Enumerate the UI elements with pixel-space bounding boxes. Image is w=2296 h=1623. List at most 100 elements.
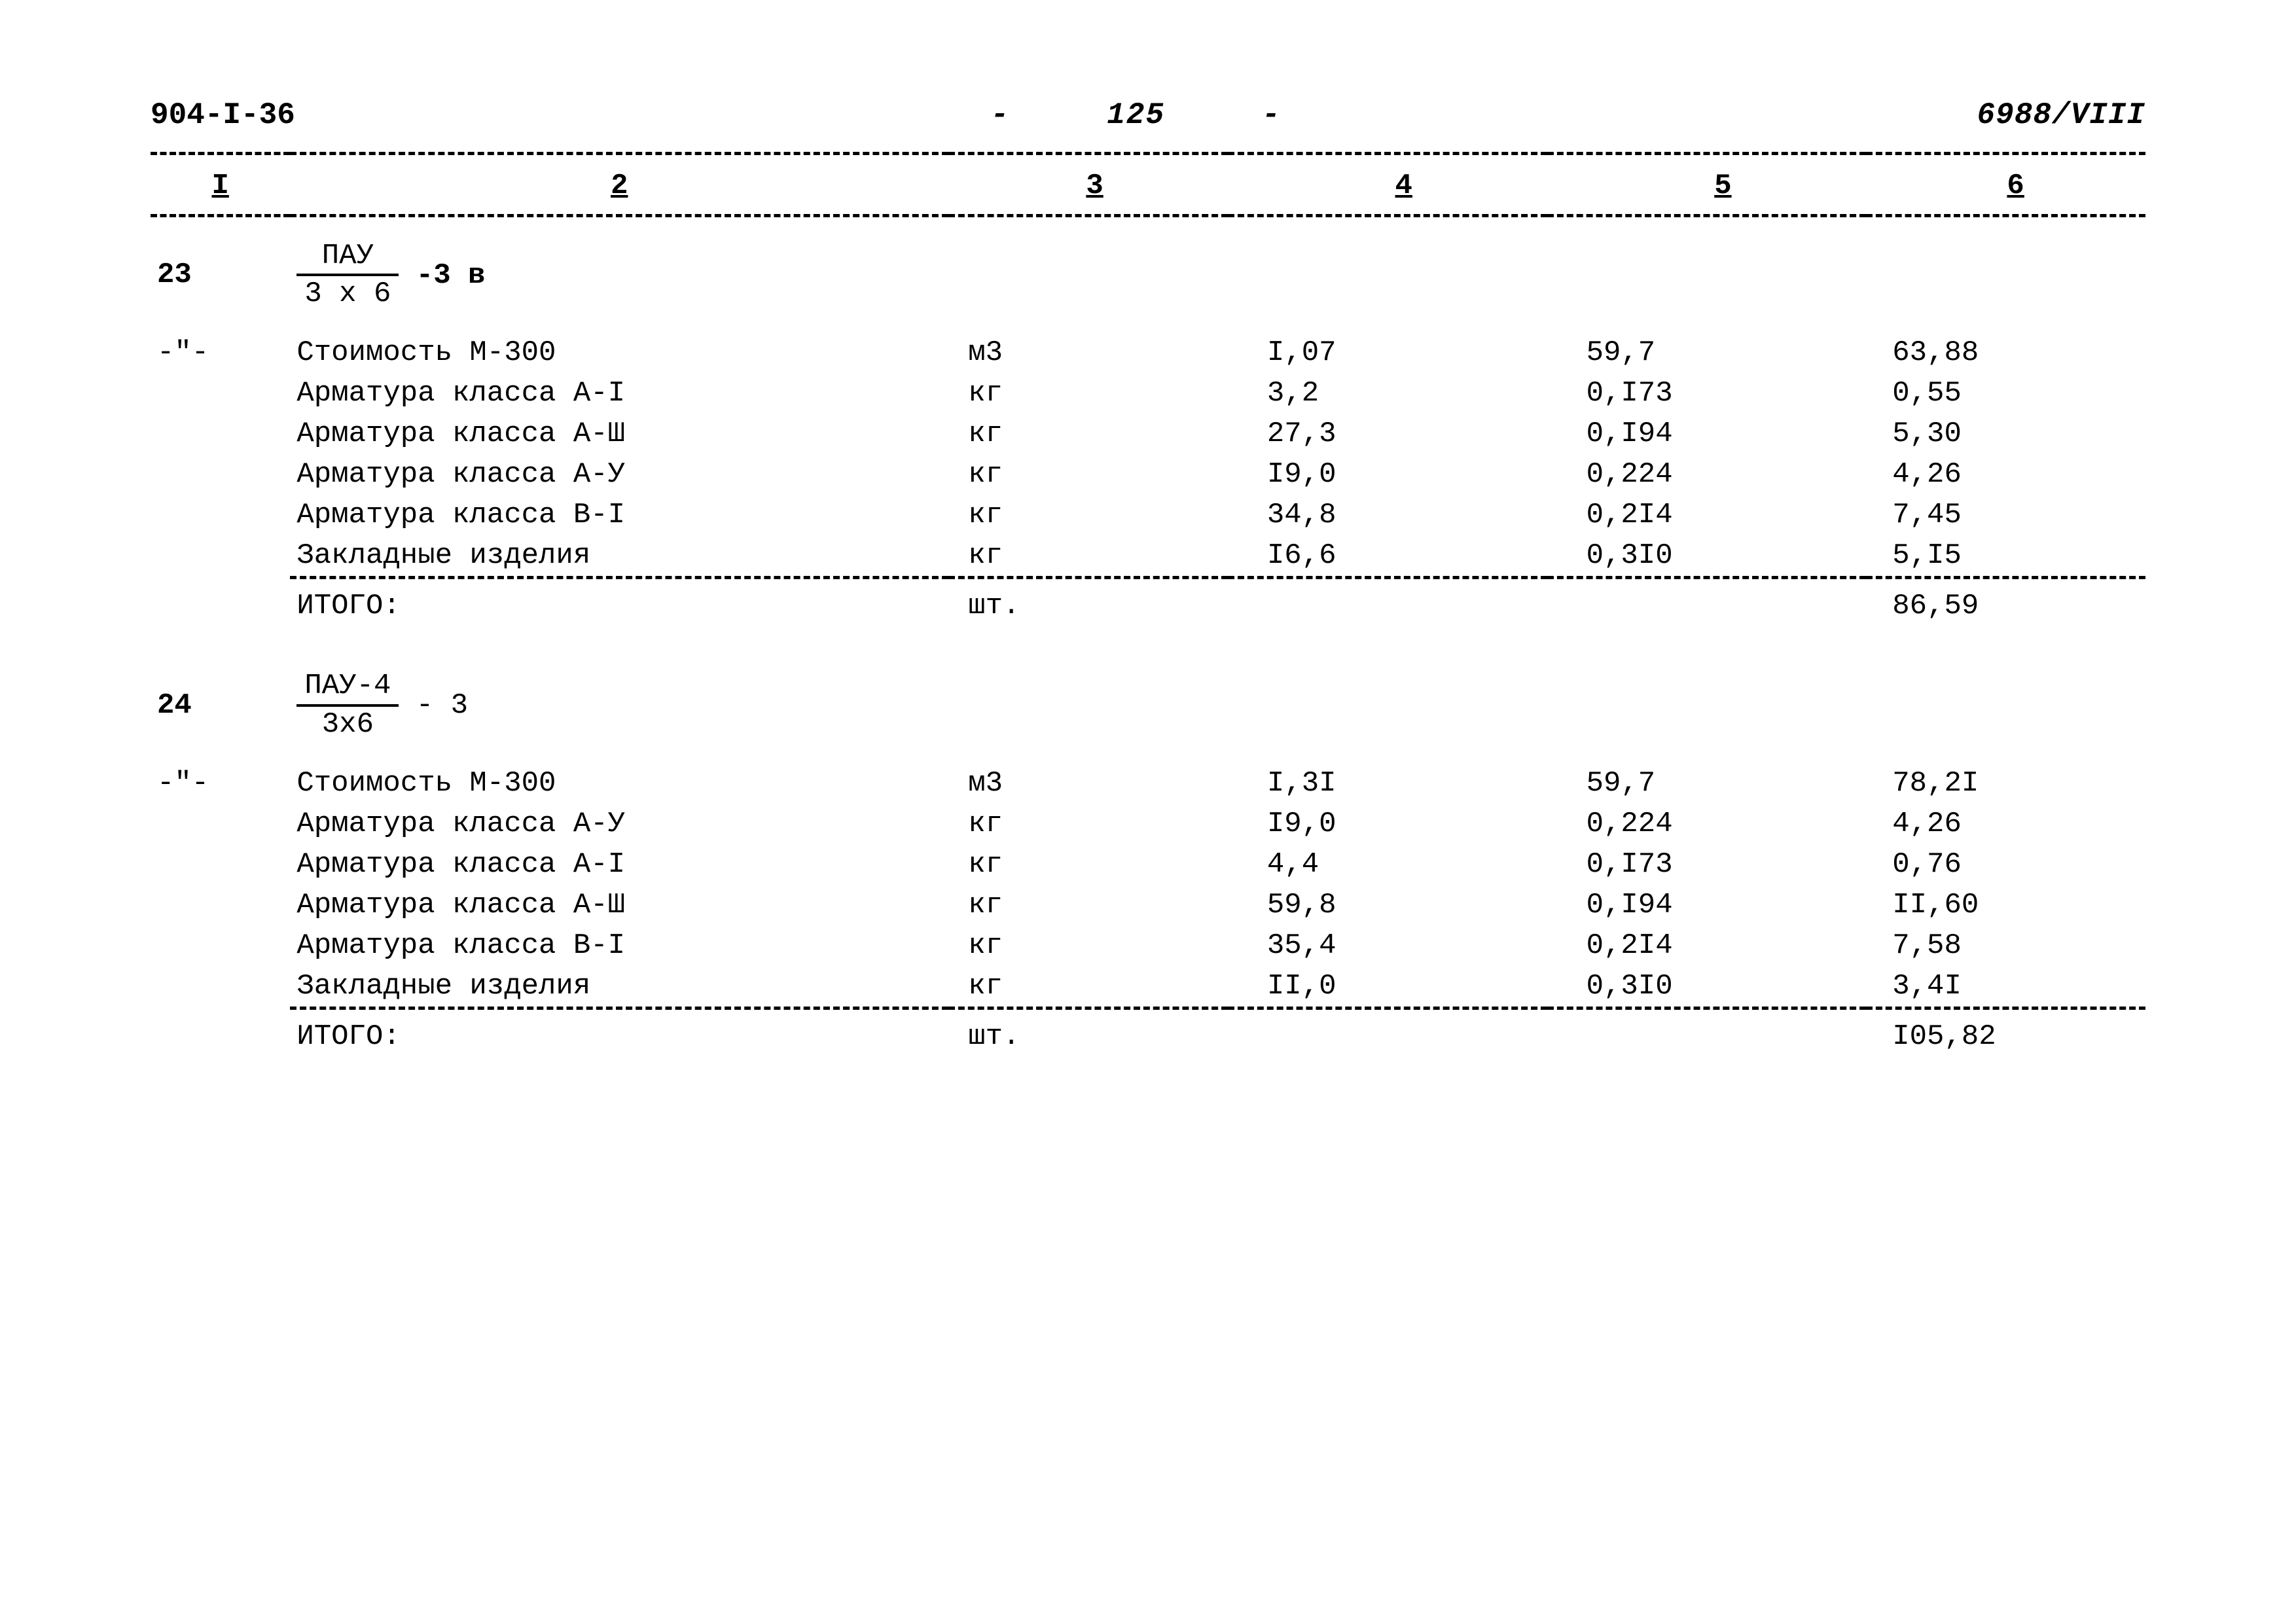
item-unit: кг	[948, 966, 1228, 1008]
fraction: ПАУ-4 3х6	[296, 671, 399, 739]
item-qty: 4,4	[1228, 844, 1547, 885]
item-unit: кг	[948, 373, 1228, 414]
table-row: Арматура класса А-У кг I9,0 0,224 4,26	[151, 804, 2145, 844]
total-value: I05,82	[1866, 1016, 2145, 1057]
block-0-total-row: ИТОГО: шт. 86,59	[151, 586, 2145, 626]
item-price: 0,I94	[1547, 414, 1867, 454]
doc-code-left: 904-I-36	[151, 98, 295, 132]
item-name: Арматура класса В-I	[290, 495, 948, 535]
table-row: Арматура класса А-У кг I9,0 0,224 4,26	[151, 454, 2145, 495]
table-row: Арматура класса А-Ш кг 27,3 0,I94 5,30	[151, 414, 2145, 454]
item-sum: 7,45	[1866, 495, 2145, 535]
item-unit: кг	[948, 925, 1228, 966]
table-row: Арматура класса В-I кг 34,8 0,2I4 7,45	[151, 495, 2145, 535]
col-4-header: 4	[1228, 158, 1547, 216]
center-number: 125	[1107, 98, 1165, 132]
item-price: 0,3I0	[1547, 535, 1867, 578]
item-unit: кг	[948, 804, 1228, 844]
center-prefix: -	[991, 98, 1011, 132]
item-name: Арматура класса А-У	[290, 804, 948, 844]
item-unit: кг	[948, 495, 1228, 535]
col-3-header: 3	[948, 158, 1228, 216]
col-6-header: 6	[1866, 158, 2145, 216]
item-price: 59,7	[1547, 763, 1867, 804]
item-unit: м3	[948, 332, 1228, 373]
table-row: -"- Стоимость М-300 м3 I,3I 59,7 78,2I	[151, 763, 2145, 804]
item-qty: I9,0	[1228, 454, 1547, 495]
item-sum: 0,55	[1866, 373, 2145, 414]
item-name: Арматура класса А-I	[290, 844, 948, 885]
total-label: ИТОГО:	[290, 586, 948, 626]
fraction-bot: 3 х 6	[296, 276, 399, 309]
fraction-tail: -3 в	[416, 259, 486, 292]
item-name: Арматура класса А-У	[290, 454, 948, 495]
item-sum: 7,58	[1866, 925, 2145, 966]
item-name: Закладные изделия	[290, 535, 948, 578]
item-qty: 59,8	[1228, 885, 1547, 925]
item-sum: 3,4I	[1866, 966, 2145, 1008]
table-row: Закладные изделия кг I6,6 0,3I0 5,I5	[151, 535, 2145, 578]
fraction-top: ПАУ	[296, 241, 399, 276]
item-sum: 5,I5	[1866, 535, 2145, 578]
block-0-title-row: 23 ПАУ 3 х 6 -3 в	[151, 237, 2145, 313]
item-unit: кг	[948, 885, 1228, 925]
item-price: 0,2I4	[1547, 495, 1867, 535]
table-row: Арматура класса А-I кг 4,4 0,I73 0,76	[151, 844, 2145, 885]
item-name: Закладные изделия	[290, 966, 948, 1008]
item-name: Арматура класса А-Ш	[290, 414, 948, 454]
block-1-title-row: 24 ПАУ-4 3х6 - 3	[151, 667, 2145, 743]
col-5-header: 5	[1547, 158, 1867, 216]
item-qty: I9,0	[1228, 804, 1547, 844]
table-row: Арматура класса А-Ш кг 59,8 0,I94 II,60	[151, 885, 2145, 925]
total-value: 86,59	[1866, 586, 2145, 626]
item-qty: II,0	[1228, 966, 1547, 1008]
item-sum: II,60	[1866, 885, 2145, 925]
item-price: 59,7	[1547, 332, 1867, 373]
item-unit: м3	[948, 763, 1228, 804]
block-1-separator	[151, 1008, 2145, 1016]
item-qty: 34,8	[1228, 495, 1547, 535]
block-1-total-row: ИТОГО: шт. I05,82	[151, 1016, 2145, 1057]
fraction-tail: - 3	[416, 689, 468, 722]
item-qty: I6,6	[1228, 535, 1547, 578]
item-price: 0,224	[1547, 804, 1867, 844]
total-unit: шт.	[948, 586, 1228, 626]
fraction-top: ПАУ-4	[296, 671, 399, 706]
block-0-num: 23	[151, 237, 290, 313]
item-sum: 4,26	[1866, 454, 2145, 495]
item-name: Арматура класса А-I	[290, 373, 948, 414]
item-qty: 35,4	[1228, 925, 1547, 966]
block-0-separator	[151, 578, 2145, 586]
center-suffix: -	[1262, 98, 1282, 132]
item-sum: 78,2I	[1866, 763, 2145, 804]
block-1-num: 24	[151, 667, 290, 743]
ditto-mark: -"-	[151, 332, 290, 373]
block-0-formula: ПАУ 3 х 6 -3 в	[290, 237, 948, 313]
fraction-bot: 3х6	[296, 707, 399, 740]
item-price: 0,3I0	[1547, 966, 1867, 1008]
doc-code-right: 6988/VIII	[1977, 98, 2145, 132]
table-row: Закладные изделия кг II,0 0,3I0 3,4I	[151, 966, 2145, 1008]
item-name: Стоимость М-300	[290, 763, 948, 804]
item-price: 0,I94	[1547, 885, 1867, 925]
table-row: -"- Стоимость М-300 м3 I,07 59,7 63,88	[151, 332, 2145, 373]
item-qty: 3,2	[1228, 373, 1547, 414]
page-header: 904-I-36 - 125 - 6988/VIII	[151, 98, 2145, 132]
item-sum: 63,88	[1866, 332, 2145, 373]
item-price: 0,I73	[1547, 373, 1867, 414]
main-table: I 2 3 4 5 6 23 ПАУ 3 х 6 -3 в -"- Стоимо…	[151, 152, 2145, 1057]
fraction: ПАУ 3 х 6	[296, 241, 399, 309]
item-name: Арматура класса А-Ш	[290, 885, 948, 925]
total-label: ИТОГО:	[290, 1016, 948, 1057]
item-sum: 0,76	[1866, 844, 2145, 885]
item-qty: 27,3	[1228, 414, 1547, 454]
ditto-mark: -"-	[151, 763, 290, 804]
item-name: Стоимость М-300	[290, 332, 948, 373]
column-header-row: I 2 3 4 5 6	[151, 158, 2145, 216]
item-qty: I,07	[1228, 332, 1547, 373]
item-unit: кг	[948, 454, 1228, 495]
item-price: 0,2I4	[1547, 925, 1867, 966]
item-price: 0,I73	[1547, 844, 1867, 885]
item-name: Арматура класса В-I	[290, 925, 948, 966]
page-number: - 125 -	[295, 98, 1977, 132]
